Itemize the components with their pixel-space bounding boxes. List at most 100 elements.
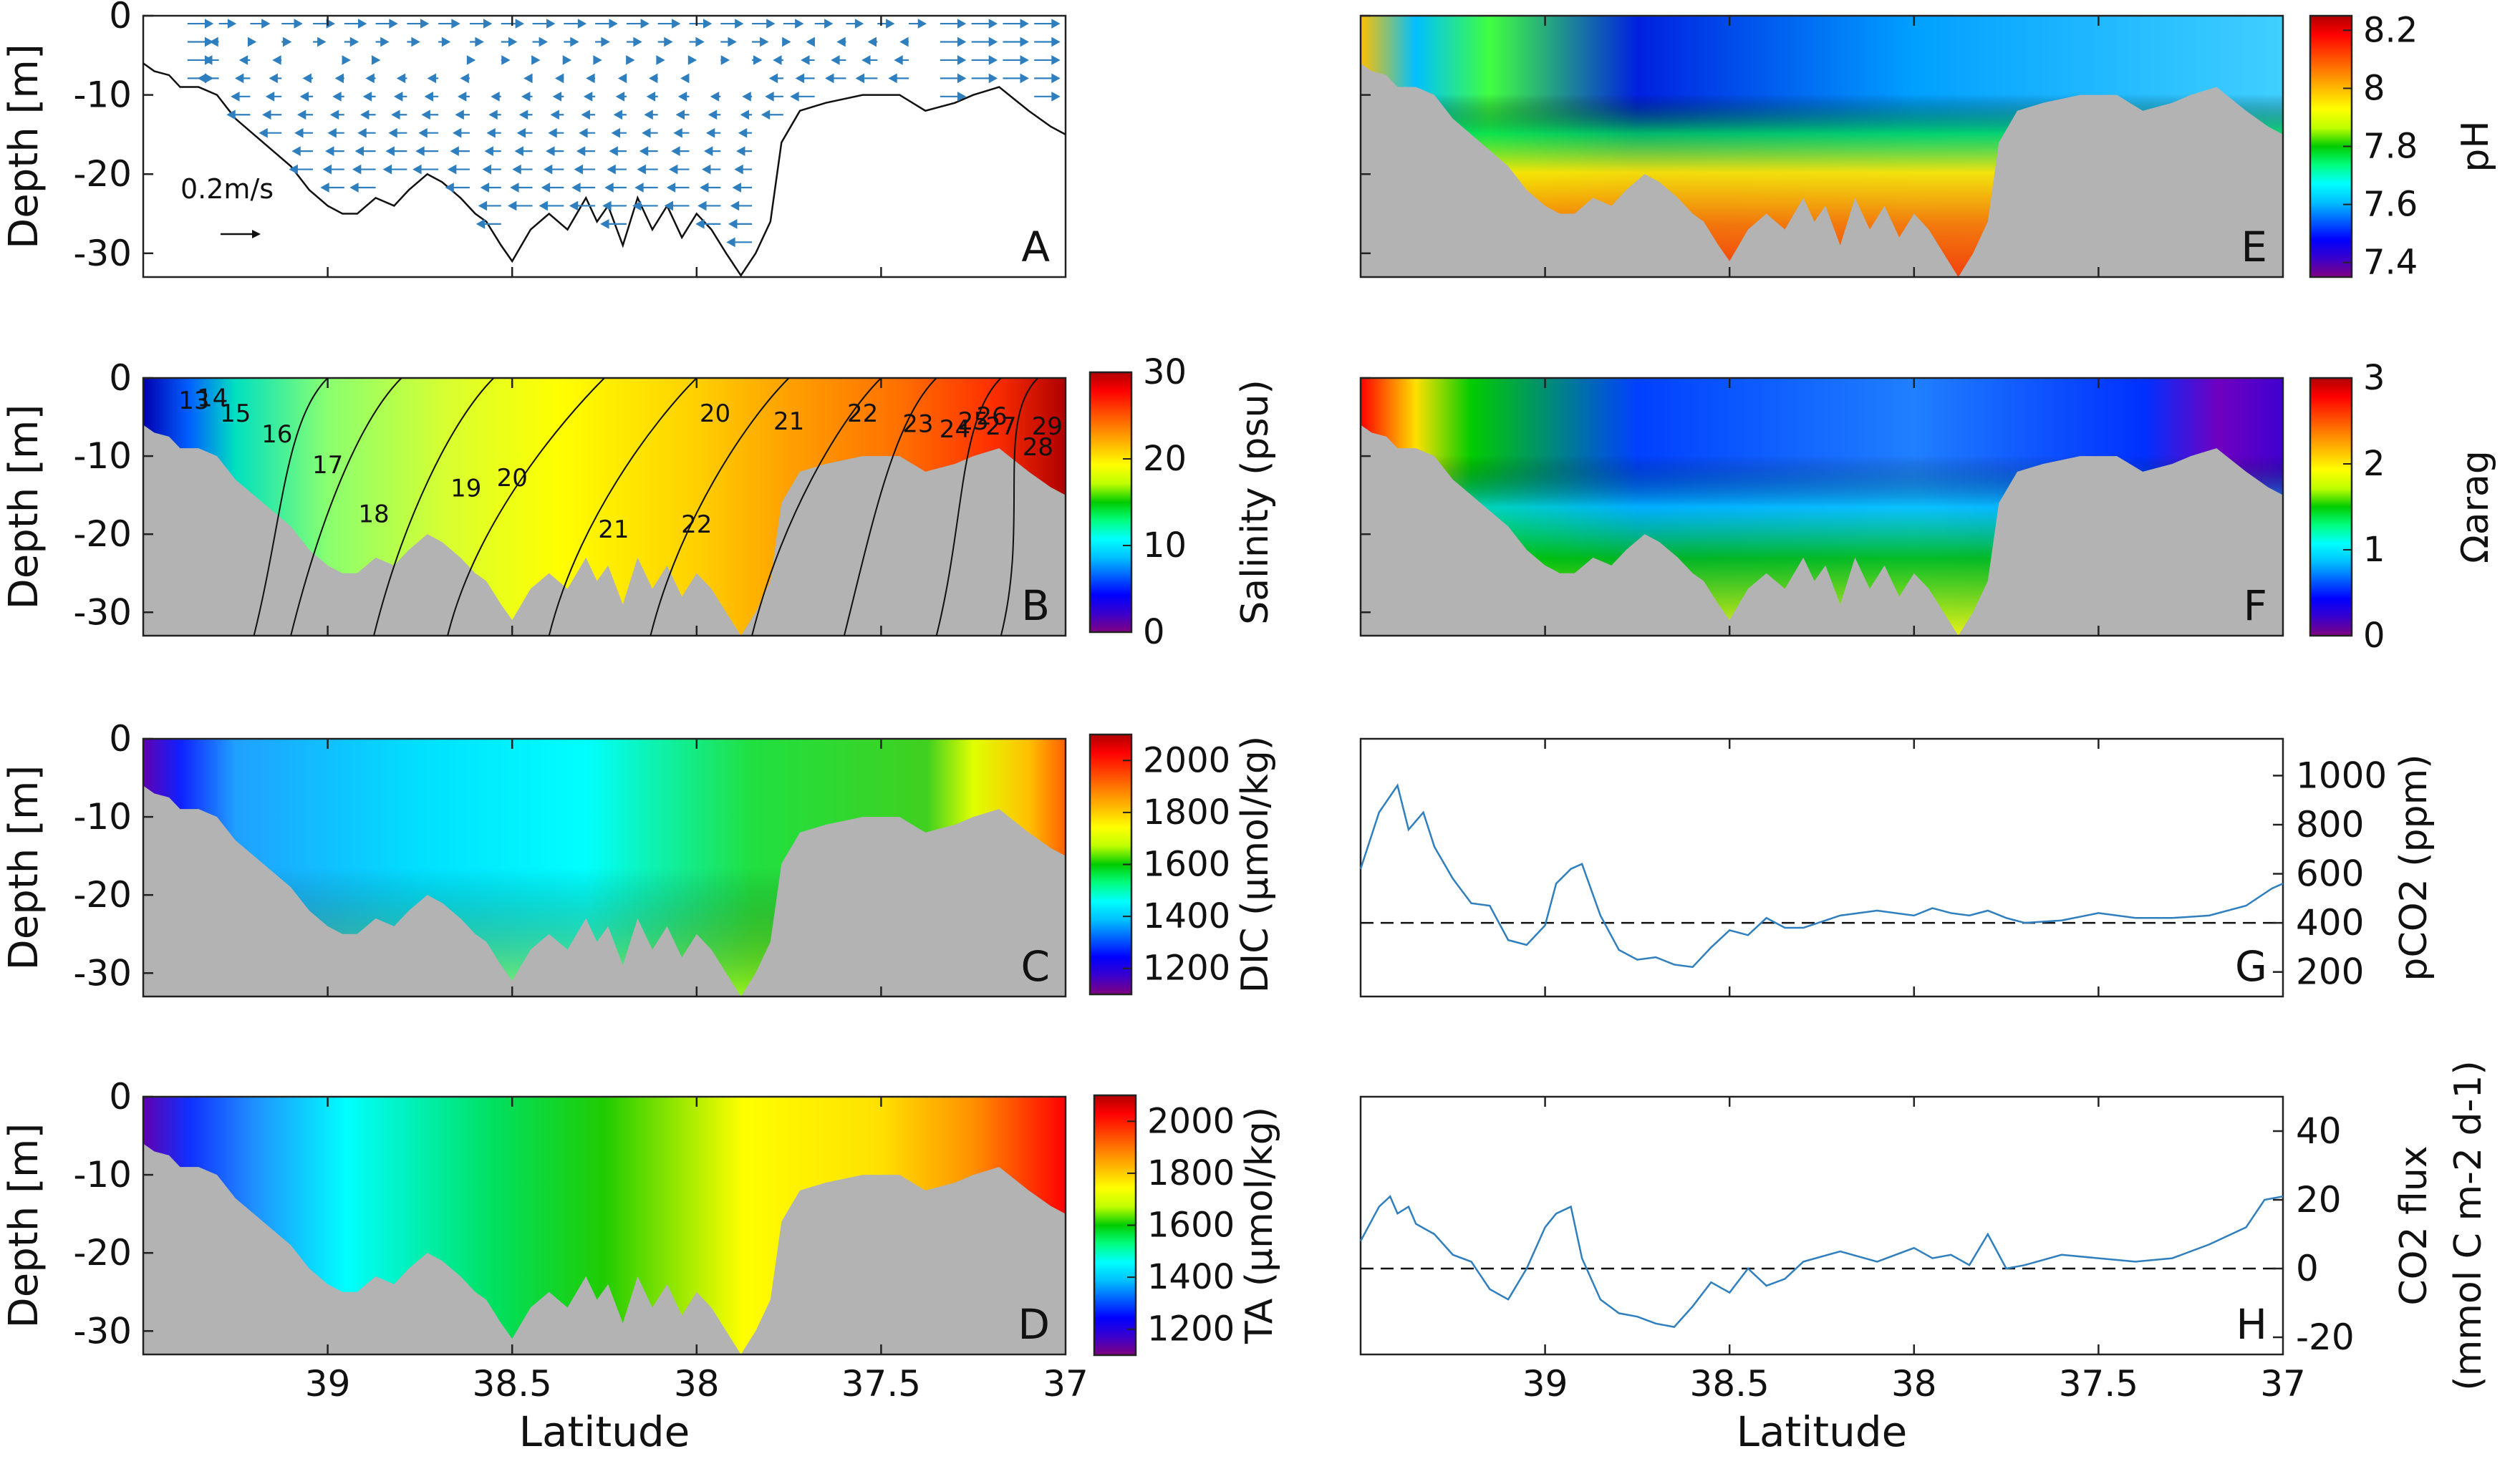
- velocity-arrowhead: [531, 55, 541, 65]
- velocity-arrowhead: [261, 19, 271, 29]
- velocity-arrowhead: [639, 146, 649, 157]
- velocity-arrowhead: [466, 55, 476, 65]
- axes-frame: [142, 14, 1067, 278]
- velocity-arrowhead: [664, 37, 673, 47]
- velocity-arrowhead: [317, 37, 327, 47]
- velocity-arrowhead: [988, 19, 998, 29]
- contour-line: [253, 377, 329, 636]
- velocity-arrowhead: [1051, 91, 1061, 102]
- velocity-arrowhead: [753, 55, 763, 65]
- velocity-arrowhead: [728, 219, 738, 229]
- colorbar-tick-label: 2000: [1147, 1101, 1235, 1141]
- velocity-arrowhead: [480, 183, 490, 193]
- velocity-arrowhead: [765, 91, 774, 102]
- colorbar-tick-label: 1600: [1147, 1206, 1235, 1246]
- velocity-arrowhead: [760, 37, 769, 47]
- velocity-arrowhead: [294, 127, 304, 138]
- velocity-arrowhead: [539, 200, 548, 211]
- velocity-arrowhead: [518, 110, 528, 120]
- contour-label: 23: [902, 410, 933, 439]
- velocity-arrowhead: [854, 19, 864, 29]
- velocity-arrowhead: [550, 110, 559, 120]
- velocity-arrowhead: [570, 37, 579, 47]
- velocity-arrowhead: [451, 19, 460, 29]
- velocity-arrowhead: [708, 110, 718, 120]
- y-tick-label: 1000: [2296, 755, 2387, 796]
- contour-line: [843, 377, 937, 636]
- velocity-arrowhead: [238, 55, 248, 65]
- colorbar-tick-label: 3: [2363, 358, 2385, 398]
- velocity-arrowhead: [385, 146, 395, 157]
- contour-line: [935, 377, 1002, 636]
- velocity-arrowhead: [514, 146, 523, 157]
- velocity-arrowhead: [357, 19, 367, 29]
- velocity-arrowhead: [412, 164, 422, 175]
- velocity-arrowhead: [371, 55, 381, 65]
- velocity-arrowhead: [730, 200, 740, 211]
- y-axis-label: Depth [m]: [1, 1123, 47, 1329]
- velocity-arrowhead: [294, 19, 303, 29]
- velocity-arrowhead: [441, 37, 451, 47]
- y-tick-label: -20: [73, 513, 132, 555]
- velocity-arrowhead: [609, 146, 618, 157]
- colorbar-tick-label: 7.6: [2363, 185, 2418, 225]
- velocity-arrowhead: [957, 19, 967, 29]
- velocity-arrowhead: [357, 127, 367, 138]
- velocity-arrowhead: [735, 19, 744, 29]
- velocity-arrowhead: [445, 183, 454, 193]
- colorbar: [2309, 377, 2353, 637]
- velocity-arrowhead: [365, 73, 375, 84]
- velocity-arrowhead: [669, 164, 678, 175]
- velocity-arrowhead: [259, 127, 268, 138]
- colorbar-tick-label: 8: [2363, 68, 2385, 108]
- velocity-arrowhead: [204, 37, 214, 47]
- velocity-arrowhead: [508, 37, 518, 47]
- y-tick-label: 0: [109, 718, 132, 760]
- colorbar-tick-label: 0: [2363, 616, 2385, 656]
- y-tick-label: 400: [2296, 902, 2364, 944]
- velocity-arrowhead: [695, 219, 705, 229]
- velocity-arrowhead: [234, 73, 244, 84]
- velocity-arrowhead: [646, 91, 656, 102]
- velocity-arrowhead: [700, 183, 709, 193]
- velocity-arrowhead: [380, 37, 390, 47]
- x-tick-label: 38: [1891, 1363, 1937, 1405]
- velocity-arrowhead: [548, 127, 557, 138]
- velocity-arrowhead: [486, 127, 496, 138]
- velocity-arrowhead: [334, 73, 344, 84]
- velocity-arrowhead: [583, 91, 593, 102]
- velocity-arrowhead: [728, 37, 737, 47]
- velocity-arrowhead: [577, 19, 587, 29]
- velocity-arrowhead: [710, 91, 720, 102]
- velocity-arrowhead: [282, 37, 292, 47]
- velocity-arrowhead: [726, 237, 735, 248]
- seabed: [143, 785, 1066, 997]
- velocity-arrowhead: [269, 73, 278, 84]
- axes-frame: [1359, 737, 2284, 998]
- velocity-arrowhead: [299, 91, 309, 102]
- contour-label: 27: [985, 412, 1016, 441]
- colorbar-tick-label: 1800: [1147, 1153, 1235, 1193]
- y-tick-label: 0: [109, 1076, 132, 1117]
- panel-C: C 0 -10 -20 -30 Depth [m]: [1, 718, 1067, 998]
- velocity-arrowhead: [424, 91, 433, 102]
- colorbar-tick-label: 8.2: [2363, 10, 2418, 50]
- velocity-arrowhead: [806, 37, 815, 47]
- velocity-arrowhead: [483, 19, 493, 29]
- contour-label: 16: [261, 420, 292, 449]
- y-axis-label: Depth [m]: [1, 765, 47, 971]
- velocity-arrowhead: [415, 146, 425, 157]
- velocity-arrowhead: [352, 164, 362, 175]
- velocity-arrowhead: [634, 183, 644, 193]
- x-tick-label: 38.5: [1690, 1363, 1770, 1405]
- seabed-line: [143, 62, 1066, 278]
- velocity-arrowhead: [1020, 55, 1029, 65]
- velocity-arrowhead: [736, 146, 745, 157]
- velocity-arrowhead: [988, 37, 998, 47]
- velocity-arrowhead: [687, 55, 697, 65]
- x-tick-label: 38.5: [473, 1363, 552, 1405]
- velocity-arrowhead: [633, 37, 642, 47]
- contour-line: [1000, 377, 1039, 636]
- panel-letter: H: [2236, 1300, 2267, 1349]
